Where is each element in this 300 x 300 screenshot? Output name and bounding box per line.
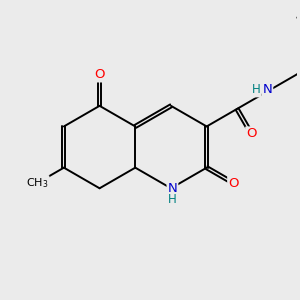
Text: O: O <box>246 128 257 140</box>
Text: O: O <box>94 68 105 81</box>
Text: H: H <box>168 193 177 206</box>
Text: CH$_3$: CH$_3$ <box>26 176 48 190</box>
Text: N: N <box>262 83 272 96</box>
Text: O: O <box>228 177 239 190</box>
Text: H: H <box>252 83 261 96</box>
Text: N: N <box>168 182 177 195</box>
